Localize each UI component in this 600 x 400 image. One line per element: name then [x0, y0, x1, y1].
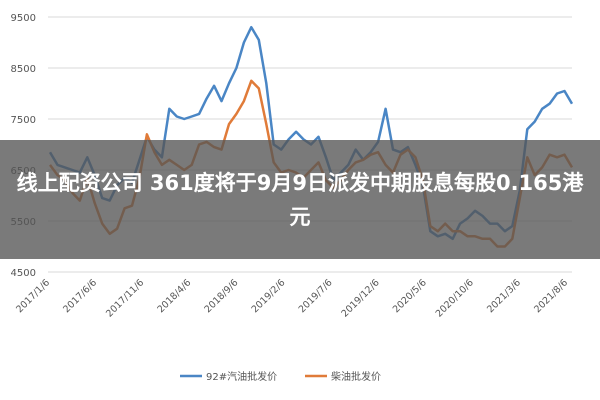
x-tick-label: 2019/2/6: [250, 277, 288, 315]
x-tick-label: 2020/5/6: [391, 277, 429, 315]
y-tick-label: 4500: [11, 268, 36, 279]
x-tick-label: 2017/6/6: [61, 277, 99, 315]
x-tick-label: 2019/7/6: [297, 277, 335, 315]
x-axis-ticks: 2017/1/6 2017/6/6 2017/11/6 2018/4/6 2018/9/…: [14, 277, 570, 319]
headline-banner: 线上配资公司 361度将于9月9日派发中期股息每股0.165港元: [0, 140, 600, 259]
y-tick-label: 8500: [11, 64, 36, 75]
y-tick-label: 7500: [11, 115, 36, 126]
y-tick-label: 9500: [11, 13, 36, 24]
x-tick-label: 2017/1/6: [14, 277, 52, 315]
legend: 92#汽油批发价 柴油批发价: [180, 370, 381, 383]
x-tick-label: 2021/3/6: [485, 277, 523, 315]
x-tick-label: 2018/9/6: [203, 277, 241, 315]
x-tick-label: 2019/12/6: [340, 277, 382, 319]
headline-text: 线上配资公司 361度将于9月9日派发中期股息每股0.165港元: [16, 170, 584, 229]
legend-label-diesel: 柴油批发价: [331, 370, 381, 383]
x-tick-label: 2018/4/6: [155, 277, 193, 315]
x-tick-label: 2021/8/6: [532, 277, 570, 315]
legend-label-92-gasoline: 92#汽油批发价: [206, 370, 277, 383]
x-tick-label: 2017/11/6: [104, 277, 146, 319]
x-tick-label: 2020/10/6: [434, 277, 476, 319]
